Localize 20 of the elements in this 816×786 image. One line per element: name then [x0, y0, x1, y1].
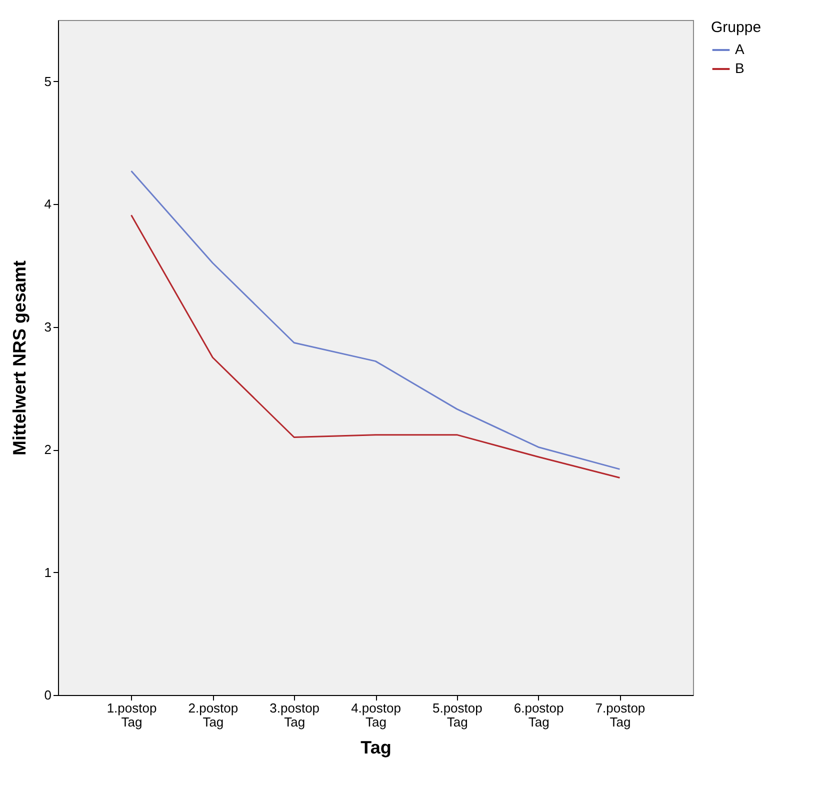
y-tick-label: 4	[44, 196, 52, 212]
x-tick-label: 6.postop Tag	[514, 700, 564, 730]
y-tick-label: 1	[44, 564, 52, 580]
x-tick-label: 7.postop Tag	[595, 700, 646, 730]
legend-label: A	[735, 41, 745, 57]
x-tick-label: 5.postop Tag	[432, 700, 482, 730]
x-tick-label: 4.postop Tag	[351, 700, 401, 730]
legend-label: B	[735, 60, 744, 76]
x-tick-label: 2.postop Tag	[188, 700, 238, 730]
line-series	[130, 214, 620, 479]
y-tick-label: 0	[44, 688, 52, 702]
x-tick-label: 3.postop Tag	[270, 700, 320, 730]
y-tick-label: 5	[44, 74, 52, 89]
legend-title: Gruppe	[711, 19, 762, 36]
x-tick-label: 1.postop Tag	[106, 700, 157, 730]
y-axis-title: Mittelwert NRS gesamt	[9, 260, 30, 456]
y-tick-label: 3	[44, 319, 52, 334]
x-axis-title: Tag	[360, 738, 392, 758]
y-tick-label: 2	[44, 442, 52, 458]
line-series	[130, 170, 620, 470]
